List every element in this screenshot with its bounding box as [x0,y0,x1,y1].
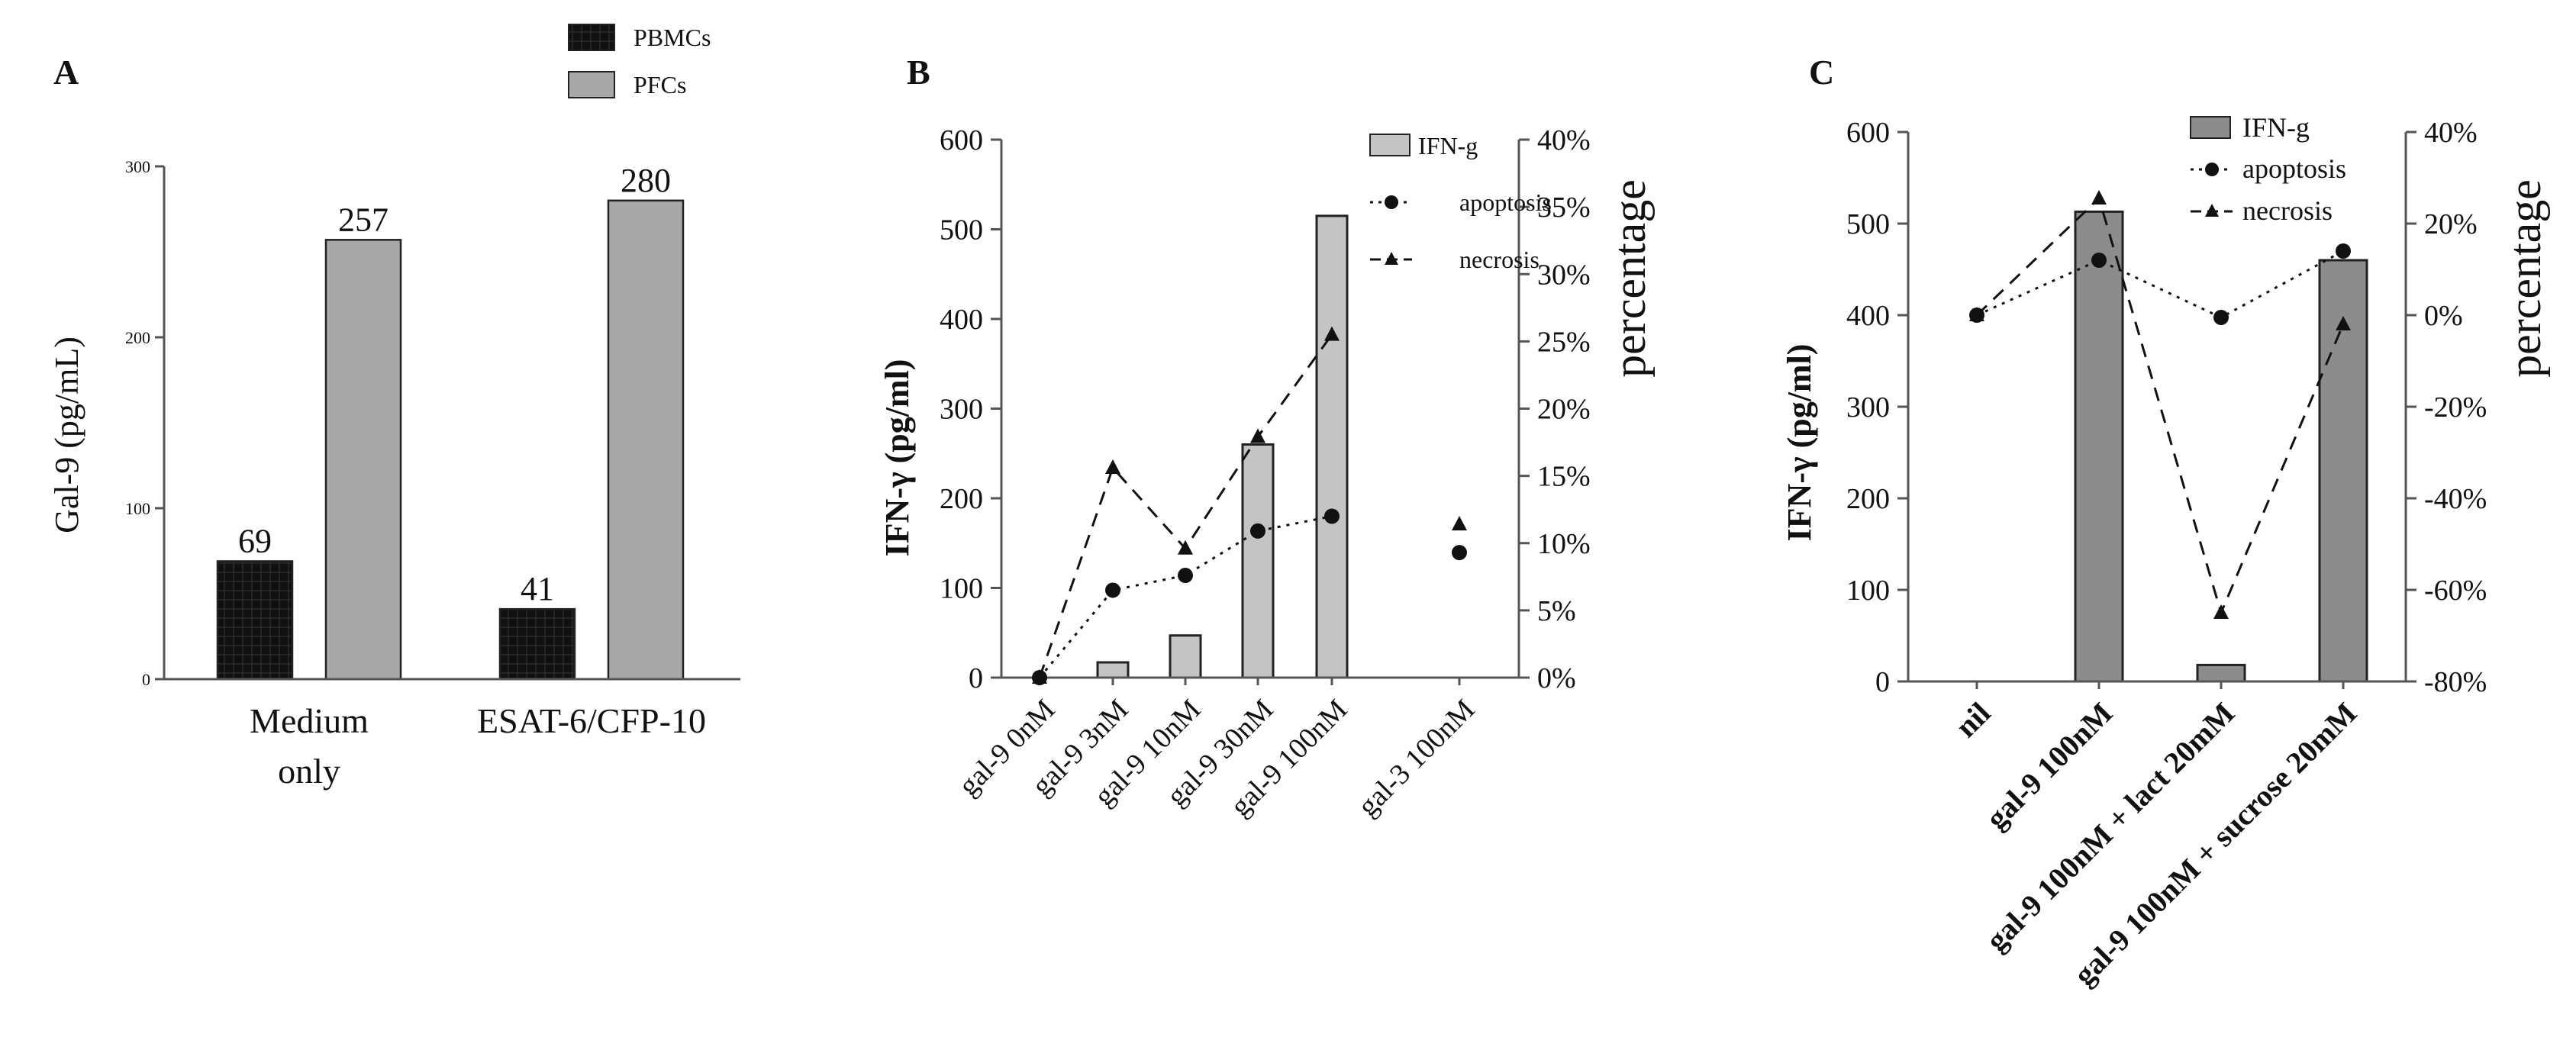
b-point-apoptosis [1452,545,1467,561]
c-point-necrosis [2213,604,2229,619]
c-legend-swatch-ifn-g [2190,116,2231,139]
b-bar-ifn-g [1315,214,1349,679]
b-bar-ifn-g [1096,661,1130,679]
b-right-tick-label: 0% [1537,662,1576,694]
c-point-apoptosis [2213,310,2229,325]
b-point-necrosis [1105,459,1120,475]
c-left-tick-label: 0 [1875,666,1890,698]
b-left-tick-label: 300 [940,394,983,426]
b-left-tick-label: 600 [940,124,983,156]
b-point-necrosis [1250,428,1265,443]
c-legend-marker-apoptosis [2205,163,2219,176]
c-right-tick-label: -20% [2424,391,2487,424]
a-y-tick-label: 0 [142,670,150,689]
b-left-tick-label: 100 [940,573,983,605]
b-legend-swatch-ifn-g [1369,134,1411,156]
a-category-label: only [278,752,340,791]
c-left-tick-label: 200 [1846,483,1890,515]
b-point-necrosis [1032,669,1047,684]
a-legend-swatch-pbmc [568,24,615,51]
b-point-apoptosis [1105,582,1120,598]
c-point-apoptosis [2336,243,2351,259]
c-right-tick-label: -60% [2424,575,2487,607]
a-bar-pbmc [216,560,294,681]
a-legend-label: PFCs [634,71,686,98]
c-left-tick-label: 300 [1846,391,1890,424]
b-point-apoptosis [1250,523,1265,539]
b-line-apoptosis [1038,515,1333,678]
c-left-tick-label: 400 [1846,300,1890,332]
c-line-necrosis [1975,196,2345,617]
b-right-tick-label: 5% [1537,595,1576,627]
c-left-tick-label: 600 [1846,117,1890,149]
c-right-tick-label: 20% [2424,208,2478,240]
b-right-tick-label: 30% [1537,259,1591,291]
panel-a: A Gal-9 (pg/mL) PBMCs PFCs 69 257 41 280 0 10… [48,24,740,791]
b-left-tick-label: 500 [940,214,983,246]
b-right-tick-label: 40% [1537,124,1591,156]
panel-a-letter: A [53,53,79,92]
b-legend-label: apoptosis [1459,188,1552,216]
b-bar-ifn-g [1241,443,1275,679]
c-bar-ifn-g [2074,210,2124,683]
b-bar-ifn-g [1169,634,1202,679]
b-right-tick-label: 25% [1537,326,1591,358]
b-right-tick-label: 15% [1537,461,1591,493]
b-right-tick-label: 20% [1537,394,1591,426]
panel-b-ylabel: IFN-γ (pg/ml) [879,359,916,557]
b-point-apoptosis [1178,568,1193,584]
a-y-tick-label: 200 [125,328,150,347]
b-left-tick-label: 0 [969,662,983,694]
c-right-tick-label: -40% [2424,483,2487,515]
a-bar-pfc [324,239,402,681]
c-right-tick-label: 40% [2424,117,2478,149]
panel-c-ylabel: IFN-γ (pg/ml) [1781,344,1818,542]
c-legend-label: necrosis [2242,195,2333,226]
a-y-tick-label: 300 [125,157,150,176]
b-point-necrosis [1178,539,1193,555]
panel-a-ylabel: Gal-9 (pg/mL) [48,337,85,533]
a-bar-pfc [607,199,685,681]
a-legend-label: PBMCs [634,24,711,51]
a-category-label: ESAT-6/CFP-10 [477,701,706,740]
a-bar-pbmc [498,607,576,681]
a-data-label: 69 [238,522,272,559]
a-legend-swatch-pfc [568,71,615,98]
b-point-necrosis [1452,516,1467,531]
c-point-apoptosis [2091,253,2107,268]
c-right-tick-label: -80% [2424,666,2487,698]
b-legend-label: IFN-g [1418,132,1478,159]
c-point-necrosis [2336,316,2351,330]
a-data-label: 280 [621,162,671,199]
c-point-necrosis [1969,307,1984,321]
b-left-tick-label: 400 [940,304,983,336]
panel-c-letter: C [1809,53,1834,92]
c-left-tick-label: 500 [1846,208,1890,240]
a-y-tick-label: 100 [125,499,150,518]
b-right-tick-label: 35% [1537,192,1591,224]
c-legend-label: IFN-g [2242,112,2310,143]
c-right-tick-label: 0% [2424,300,2463,332]
a-data-label: 41 [521,570,554,607]
panel-b-letter: B [907,53,930,92]
panel-b-y2label: percentage [1604,179,1655,378]
b-right-tick-label: 10% [1537,528,1591,560]
c-line-apoptosis [1976,250,2344,319]
b-point-apoptosis [1324,508,1340,524]
b-legend-marker-necrosis [1385,252,1398,265]
b-left-tick-label: 200 [940,483,983,515]
b-point-necrosis [1324,326,1340,341]
c-point-necrosis [2091,190,2107,205]
b-legend-label: necrosis [1459,246,1539,273]
c-legend-marker-necrosis [2205,204,2219,217]
c-left-tick-label: 100 [1846,575,1890,607]
panel-c-y2label: percentage [2500,179,2550,378]
c-bar-ifn-g [2196,663,2246,683]
b-legend-marker-apoptosis [1385,195,1398,209]
a-data-label: 257 [338,201,388,238]
a-category-label: Medium [250,701,369,740]
c-legend-label: apoptosis [2242,153,2346,184]
